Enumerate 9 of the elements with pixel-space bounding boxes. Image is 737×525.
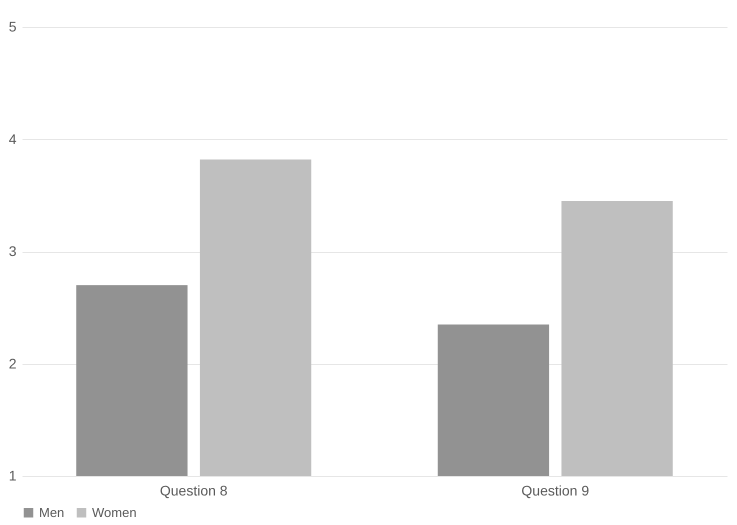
- x-tick-label: Question 9: [521, 482, 590, 498]
- y-tick-label: 5: [8, 18, 17, 34]
- y-tick-label: 1: [8, 468, 17, 484]
- y-tick-label: 3: [8, 243, 17, 259]
- legend-label: Women: [92, 504, 137, 520]
- y-tick-label: 4: [8, 130, 17, 147]
- legend-label: Men: [39, 504, 64, 520]
- x-tick-label: Question 8: [160, 482, 228, 498]
- y-tick-label: 2: [8, 355, 17, 372]
